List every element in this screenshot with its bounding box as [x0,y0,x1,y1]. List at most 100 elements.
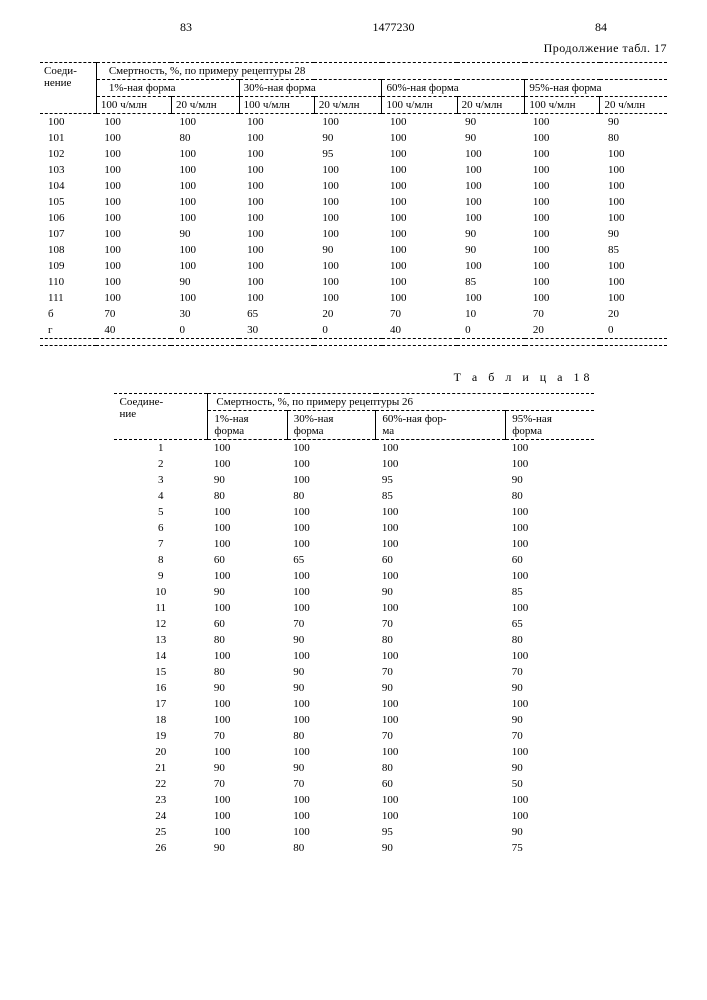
table-cell: 22 [114,776,208,792]
table-row: 1380908080 [114,632,594,648]
table-cell: 100 [376,792,506,808]
table-cell: 100 [239,178,314,194]
t17-sub-1a: 100 ч/млн [239,97,314,114]
table-cell: 40 [96,322,171,339]
table-cell: 100 [40,114,96,131]
table-cell: 100 [382,226,457,242]
table-row: 860656060 [114,552,594,568]
table-row: 103100100100100100100100100 [40,162,667,178]
table-cell: 90 [287,680,376,696]
table-cell: 70 [506,728,594,744]
table-cell: 90 [208,840,287,856]
table-cell: 100 [208,744,287,760]
table-row: 2270706050 [114,776,594,792]
table-row: 106100100100100100100100100 [40,210,667,226]
table-cell: 95 [376,472,506,488]
table-cell: 100 [287,808,376,824]
table-cell: 100 [239,226,314,242]
table-cell: 70 [376,664,506,680]
table-cell: 100 [382,194,457,210]
table-cell: 100 [208,808,287,824]
table-cell: 10 [457,306,525,322]
table-cell: 24 [114,808,208,824]
table-cell: 100 [382,146,457,162]
table-row: 104100100100100100100100100 [40,178,667,194]
table-cell: 100 [525,274,600,290]
table-cell: 100 [171,210,239,226]
table-cell: 100 [600,146,667,162]
table-cell: 70 [376,616,506,632]
table-cell: 90 [457,242,525,258]
table-cell: 100 [287,584,376,600]
table-cell: 100 [314,162,382,178]
table-cell: 19 [114,728,208,744]
table-cell: 100 [171,194,239,210]
table-cell: 80 [376,632,506,648]
table-row: 1970807070 [114,728,594,744]
table-row: 1260707065 [114,616,594,632]
table-cell: 20 [600,306,667,322]
table-cell: 109 [40,258,96,274]
table-cell: 90 [287,664,376,680]
table-row: 109100100100100100100100100 [40,258,667,274]
table-row: 10110080100901009010080 [40,130,667,146]
table-cell: 100 [457,258,525,274]
table-cell: 65 [287,552,376,568]
table-cell: 100 [314,114,382,131]
table-cell: 110 [40,274,96,290]
table-cell: 30 [171,306,239,322]
table-cell: 100 [457,178,525,194]
table-row: 480808580 [114,488,594,504]
table-cell: 111 [40,290,96,306]
table-cell: 100 [525,226,600,242]
table-cell: 60 [376,552,506,568]
table-cell: 100 [287,824,376,840]
table-cell: 100 [525,290,600,306]
t17-sub-1b: 20 ч/млн [314,97,382,114]
table-cell: 100 [382,114,457,131]
table-cell: 80 [287,488,376,504]
table-cell: 102 [40,146,96,162]
table-cell: 100 [287,568,376,584]
table-cell: 100 [287,504,376,520]
table-cell: 100 [208,520,287,536]
table-cell: 20 [525,322,600,339]
table-row: 251001009590 [114,824,594,840]
table-cell: 90 [457,114,525,131]
table-cell: 100 [287,456,376,472]
table-cell: 100 [506,440,594,457]
table-cell: 23 [114,792,208,808]
table-cell: 2 [114,456,208,472]
table-cell: 100 [525,162,600,178]
table-cell: 106 [40,210,96,226]
table-cell: 100 [208,504,287,520]
table-cell: 100 [506,744,594,760]
table-cell: 100 [506,600,594,616]
table-cell: 100 [314,178,382,194]
t17-form-3: 95%-ная форма [525,80,667,97]
table-cell: 100 [171,114,239,131]
table-cell: 85 [506,584,594,600]
table-cell: 90 [208,760,287,776]
table-cell: 100 [382,162,457,178]
table-cell: 90 [600,114,667,131]
t18-form-2: 60%-ная фор- ма [376,411,506,440]
t17-sub-2b: 20 ч/млн [457,97,525,114]
table-cell: 60 [376,776,506,792]
table-cell: 100 [287,648,376,664]
table-row: б7030652070107020 [40,306,667,322]
table-cell: 26 [114,840,208,856]
table-cell: 100 [314,210,382,226]
table-cell: 70 [208,728,287,744]
table-cell: 100 [376,456,506,472]
table-cell: 100 [208,792,287,808]
table-cell: 100 [376,744,506,760]
table-cell: 7 [114,536,208,552]
table-cell: 100 [600,194,667,210]
table-cell: 80 [506,632,594,648]
table-row: 1001001001001001009010090 [40,114,667,131]
table-row: 1690909090 [114,680,594,696]
table-cell: 18 [114,712,208,728]
table-cell: 100 [239,194,314,210]
table-cell: 100 [382,210,457,226]
